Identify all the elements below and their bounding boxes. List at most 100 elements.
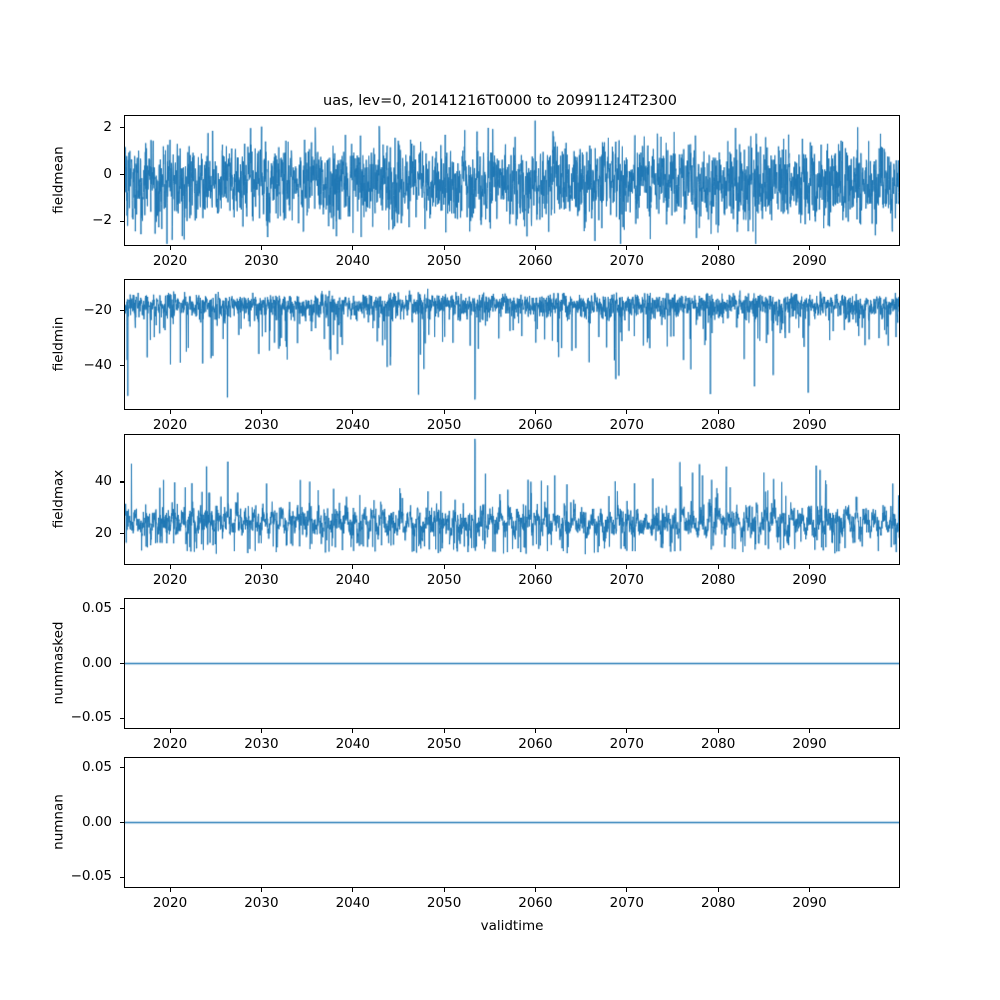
x-tick-label: 2060: [518, 572, 553, 588]
x-tick-label: 2090: [792, 736, 827, 752]
x-tick-mark: [169, 565, 171, 569]
x-tick-label: 2080: [701, 736, 736, 752]
x-axis-label: validtime: [480, 918, 544, 934]
x-tick-mark: [443, 888, 445, 892]
x-tick-mark: [352, 729, 354, 733]
y-tick-label: 2: [103, 118, 112, 135]
x-tick-mark: [717, 565, 719, 569]
x-tick-mark: [260, 246, 262, 250]
x-tick-mark: [260, 888, 262, 892]
x-tick-label: 2070: [609, 736, 644, 752]
x-tick-label: 2020: [152, 417, 188, 433]
y-tick-mark: [120, 767, 124, 769]
y-tick-label: −0.05: [70, 709, 112, 726]
x-tick-label: 2060: [518, 417, 553, 433]
x-tick-mark: [169, 888, 171, 892]
y-tick-label: 0.05: [81, 599, 112, 616]
x-tick-mark: [626, 246, 628, 250]
y-tick-label: −0.05: [70, 868, 112, 885]
subplot-nummasked: [124, 598, 900, 729]
y-tick-label: 0: [103, 165, 112, 182]
x-tick-label: 2050: [426, 253, 462, 269]
x-tick-label: 2050: [426, 895, 462, 911]
subplot-fieldmin: [124, 279, 900, 410]
x-tick-mark: [809, 729, 811, 733]
x-tick-label: 2070: [609, 895, 644, 911]
y-tick-mark: [120, 481, 124, 483]
x-tick-label: 2020: [152, 572, 188, 588]
x-tick-mark: [260, 565, 262, 569]
x-tick-label: 2090: [792, 572, 827, 588]
x-tick-mark: [352, 565, 354, 569]
x-tick-mark: [809, 888, 811, 892]
x-tick-mark: [717, 888, 719, 892]
y-axis-label-fieldmean: fieldmean: [50, 145, 66, 214]
x-tick-mark: [809, 565, 811, 569]
x-tick-mark: [443, 729, 445, 733]
y-tick-label: 20: [94, 524, 112, 541]
x-tick-label: 2020: [152, 253, 188, 269]
plot-area-fieldmax: [125, 435, 899, 564]
x-tick-mark: [717, 410, 719, 414]
plot-area-fieldmin: [125, 280, 899, 409]
y-tick-label: −2: [92, 212, 112, 229]
x-tick-label: 2090: [792, 253, 827, 269]
x-tick-label: 2080: [701, 417, 736, 433]
x-tick-mark: [809, 246, 811, 250]
plot-area-numnan: [125, 758, 899, 887]
y-tick-label: 0.05: [81, 758, 112, 775]
x-tick-mark: [352, 410, 354, 414]
x-tick-mark: [717, 729, 719, 733]
x-tick-label: 2060: [518, 253, 553, 269]
x-tick-mark: [534, 246, 537, 250]
x-tick-mark: [809, 410, 811, 414]
y-tick-mark: [120, 663, 124, 665]
x-tick-label: 2080: [701, 253, 736, 269]
y-axis-label-nummasked: nummasked: [50, 621, 66, 704]
y-tick-mark: [120, 365, 124, 367]
x-tick-mark: [717, 246, 719, 250]
x-tick-mark: [534, 565, 537, 569]
y-tick-label: −20: [83, 301, 113, 318]
x-tick-label: 2080: [701, 572, 736, 588]
x-tick-mark: [352, 888, 354, 892]
y-tick-mark: [120, 876, 124, 878]
x-tick-mark: [626, 729, 628, 733]
x-tick-label: 2070: [609, 572, 644, 588]
y-axis-label-fieldmax: fieldmax: [50, 469, 66, 528]
x-tick-label: 2050: [426, 572, 462, 588]
x-tick-mark: [443, 565, 445, 569]
x-tick-mark: [260, 410, 262, 414]
x-tick-label: 2040: [335, 895, 370, 911]
y-tick-mark: [120, 533, 124, 535]
subplot-fieldmax: [124, 434, 900, 565]
x-tick-label: 2050: [426, 417, 462, 433]
y-axis-label-fieldmin: fieldmin: [50, 316, 66, 371]
x-tick-mark: [534, 410, 537, 414]
x-tick-mark: [260, 729, 262, 733]
x-tick-mark: [626, 565, 628, 569]
subplot-fieldmean: [124, 115, 900, 246]
y-tick-mark: [120, 174, 124, 176]
subplot-numnan: [124, 757, 900, 888]
plot-area-nummasked: [125, 599, 899, 728]
x-tick-mark: [626, 410, 628, 414]
x-tick-mark: [626, 888, 628, 892]
y-tick-mark: [120, 220, 124, 222]
x-tick-label: 2090: [792, 417, 827, 433]
x-tick-label: 2090: [792, 895, 827, 911]
x-tick-mark: [443, 410, 445, 414]
y-tick-mark: [120, 822, 124, 824]
y-tick-label: 0.00: [81, 654, 112, 671]
x-tick-label: 2070: [609, 417, 644, 433]
x-tick-label: 2020: [152, 736, 188, 752]
figure-title: uas, lev=0, 20141216T0000 to 20991124T23…: [322, 93, 678, 109]
y-tick-mark: [120, 717, 124, 719]
x-tick-label: 2050: [426, 736, 462, 752]
x-tick-label: 2040: [335, 572, 370, 588]
x-tick-label: 2020: [152, 895, 188, 911]
x-tick-mark: [169, 729, 171, 733]
x-tick-label: 2030: [244, 253, 279, 269]
x-tick-label: 2060: [518, 736, 553, 752]
